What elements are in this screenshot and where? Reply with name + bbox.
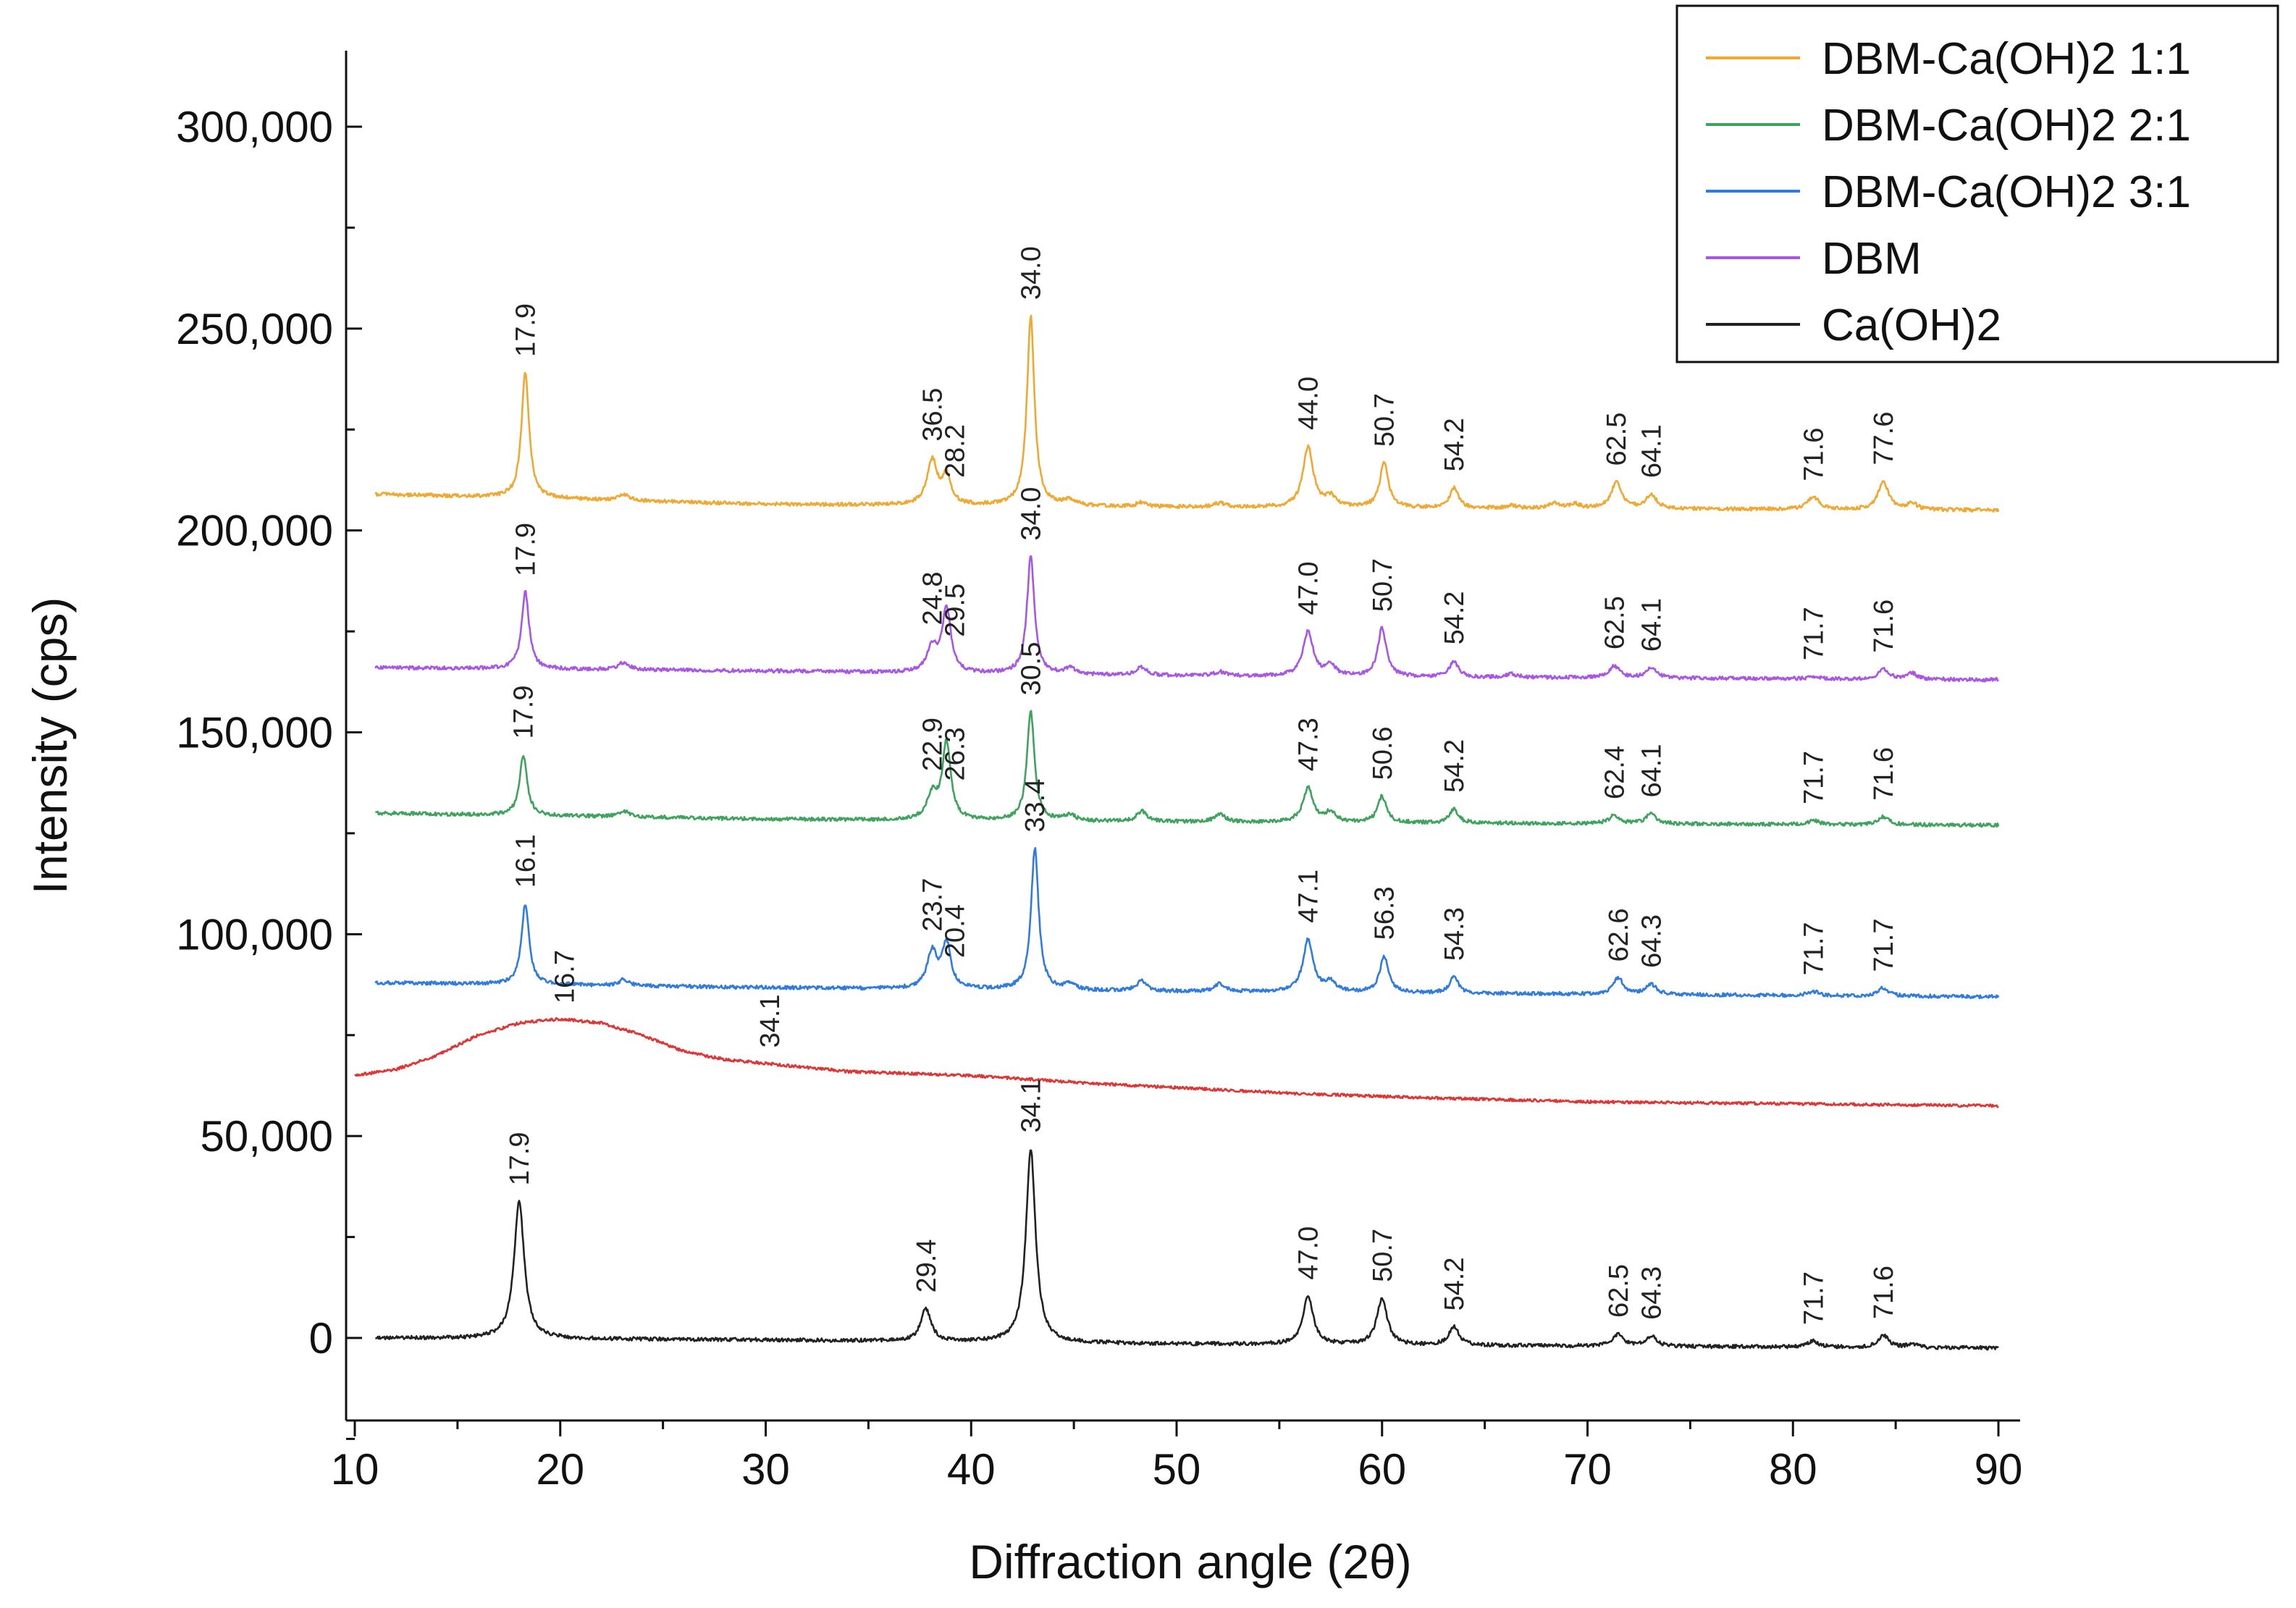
x-tick-label: 80 [1769, 1445, 1817, 1494]
peak-label: 54.2 [1439, 739, 1470, 793]
y-tick-label: 250,000 [176, 305, 333, 353]
peak-label: 47.3 [1294, 717, 1324, 771]
y-tick-label: 300,000 [176, 103, 333, 151]
peak-label: 54.2 [1439, 418, 1470, 471]
legend-label: DBM-Ca(OH)2 2:1 [1822, 101, 2191, 151]
peak-label: 71.7 [1799, 751, 1830, 804]
series-line [374, 314, 2000, 513]
peak-label: 71.6 [1869, 1266, 1899, 1319]
peak-label: 44.0 [1294, 376, 1324, 430]
peak-label: 50.7 [1370, 393, 1400, 447]
peak-label: 54.2 [1439, 1258, 1470, 1311]
x-tick-label: 60 [1358, 1445, 1406, 1494]
peak-label: 17.9 [511, 523, 542, 576]
peak-label: 34.1 [755, 994, 786, 1048]
peak-label: 47.0 [1294, 562, 1324, 615]
y-tick-label: 150,000 [176, 709, 333, 757]
peak-label: 29.4 [912, 1239, 942, 1293]
peak-label: 23.7 [917, 878, 948, 932]
peak-label: 62.5 [1604, 1264, 1634, 1318]
x-tick-label: 40 [947, 1445, 996, 1494]
peak-label: 30.5 [1017, 642, 1047, 696]
peak-labels: 17.936.528.234.044.0 50.7 54.2 62.5 64.1 71.6… [505, 246, 1899, 1325]
series-line [374, 555, 1999, 683]
x-tick-label: 90 [1975, 1445, 2023, 1494]
peak-label: 64.3 [1637, 1266, 1668, 1320]
legend: DBM-Ca(OH)2 1:1 DBM-Ca(OH)2 2:1 DBM-Ca(OH)… [1675, 4, 2279, 363]
peak-label: 50.7 [1368, 558, 1398, 612]
peak-label: 62.5 [1602, 413, 1632, 466]
series-line [375, 1149, 1999, 1351]
y-ticks: 0 50,000 100,000 150,000 200,000 250,000 300,0… [176, 103, 362, 1440]
peak-label: 29.5 [941, 584, 971, 637]
peak-label: 36.5 [917, 388, 948, 442]
peak-label: 17.9 [509, 686, 539, 739]
peak-label: 62.4 [1599, 746, 1630, 799]
peak-label: 71.7 [1799, 922, 1830, 975]
peak-label: 64.1 [1637, 744, 1668, 798]
peak-label: 34.0 [1017, 246, 1047, 300]
series-line [374, 847, 2000, 1000]
x-ticks: 10 20 30 40 50 60 70 80 90 [331, 1420, 2023, 1494]
y-tick-label: 100,000 [176, 910, 333, 959]
peak-label: 64.1 [1637, 424, 1668, 478]
peak-label: 54.3 [1439, 907, 1470, 961]
peak-label: 22.9 [917, 717, 948, 771]
peak-label: 24.8 [917, 572, 948, 626]
peak-label: 62.5 [1599, 596, 1630, 649]
peak-label: 17.9 [505, 1132, 535, 1185]
x-tick-label: 20 [536, 1445, 584, 1494]
peak-label: 71.6 [1799, 428, 1830, 481]
peak-label: 47.1 [1294, 870, 1324, 923]
peak-label: 34.0 [1017, 487, 1047, 541]
peak-label: 71.6 [1869, 747, 1899, 801]
peak-label: 77.6 [1869, 412, 1899, 466]
peak-label: 47.0 [1294, 1226, 1324, 1280]
peak-label: 34.1 [1017, 1079, 1047, 1133]
x-tick-label: 10 [331, 1445, 379, 1494]
peak-label: 28.2 [941, 424, 971, 478]
peak-label: 16.7 [550, 950, 580, 1003]
legend-label: DBM [1822, 234, 1922, 284]
axes [345, 51, 2020, 1422]
peak-label: 56.3 [1370, 886, 1400, 940]
series-line [354, 1016, 1999, 1108]
legend-label: Ca(OH)2 [1822, 300, 2001, 350]
peak-label: 17.9 [511, 303, 542, 357]
y-tick-label: 50,000 [200, 1112, 333, 1161]
peak-label: 71.7 [1799, 1271, 1830, 1325]
x-tick-label: 50 [1153, 1445, 1201, 1494]
peak-label: 62.6 [1604, 909, 1634, 962]
series-group [354, 314, 2000, 1351]
x-tick-label: 70 [1563, 1445, 1612, 1494]
peak-label: 26.3 [941, 728, 971, 781]
x-axis-title: Diffraction angle (2θ) [969, 1535, 1411, 1588]
peak-label: 71.6 [1869, 599, 1899, 653]
peak-label: 33.4 [1020, 779, 1051, 833]
y-axis-title: Intensity (cps) [23, 597, 77, 895]
peak-label: 64.1 [1637, 598, 1668, 652]
peak-label: 71.7 [1869, 919, 1899, 972]
legend-label: DBM-Ca(OH)2 3:1 [1822, 167, 2191, 217]
legend-box [1675, 4, 2279, 363]
legend-label: DBM-Ca(OH)2 1:1 [1822, 34, 2191, 84]
peak-label: 50.7 [1368, 1229, 1398, 1282]
y-tick-label: 0 [309, 1314, 333, 1363]
y-tick-label: 200,000 [176, 507, 333, 555]
series-line [375, 710, 2000, 828]
peak-label: 20.4 [941, 904, 971, 958]
x-tick-label: 30 [741, 1445, 790, 1494]
peak-label: 54.2 [1439, 591, 1470, 644]
peak-label: 16.1 [511, 834, 542, 888]
peak-label: 64.3 [1637, 914, 1668, 968]
peak-label: 71.7 [1799, 607, 1830, 660]
peak-label: 50.6 [1368, 726, 1398, 780]
